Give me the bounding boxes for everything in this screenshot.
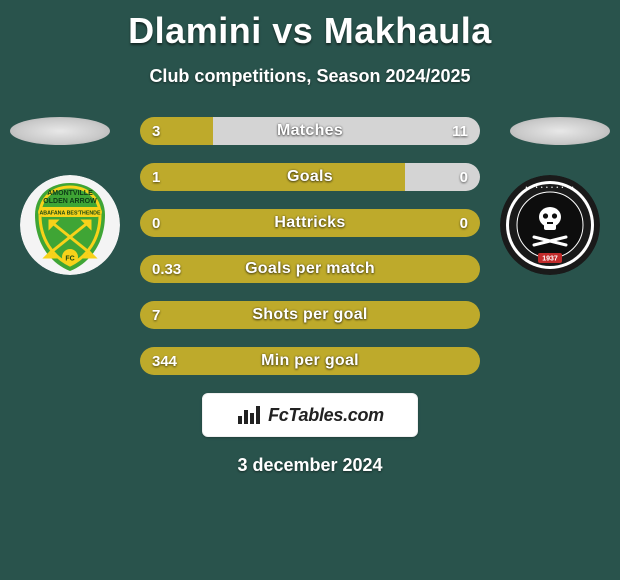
club-badge-left: AMONTVILLE OLDEN ARROW ABAFANA BES'THEND… [20,175,120,275]
stat-bar-track [140,163,480,191]
stat-seg-left [140,255,480,283]
stat-seg-left [140,209,480,237]
badge-text-top: AMONTVILLE [47,190,93,197]
stat-seg-left [140,163,405,191]
comparison-stage: AMONTVILLE OLDEN ARROW ABAFANA BES'THEND… [0,117,620,375]
stat-row: Min per goal344 [140,347,480,375]
stat-row: Shots per goal7 [140,301,480,329]
stat-bar-track [140,347,480,375]
stat-row: Matches311 [140,117,480,145]
club-badge-right: • • • • • • • • • • 1937 [500,175,600,275]
stat-seg-left [140,301,480,329]
stat-bar-track [140,301,480,329]
stat-seg-left [140,347,480,375]
brand-card: FcTables.com [202,393,418,437]
stat-bars: Matches311 Goals10 Hattricks00 Goals per ma… [140,117,480,375]
brand-bars-icon [236,404,262,426]
page-title: Dlamini vs Makhaula [0,0,620,52]
date-text: 3 december 2024 [0,455,620,476]
stat-seg-right [405,163,480,191]
badge-ribbon: ABAFANA BES'THENDE [39,211,101,217]
stat-bar-track [140,209,480,237]
badge-fc: FC [65,256,74,263]
stat-bar-track [140,255,480,283]
stat-row: Hattricks00 [140,209,480,237]
stat-bar-track [140,117,480,145]
badge-text-mid: OLDEN ARROW [43,198,97,205]
brand-text: FcTables.com [268,405,384,426]
stat-seg-left [140,117,213,145]
badge-ring-text: • • • • • • • • • • [525,185,574,191]
stat-seg-right [213,117,480,145]
badge-year: 1937 [542,256,558,263]
player-shadow-left [10,117,110,145]
stat-row: Goals per match0.33 [140,255,480,283]
stat-row: Goals10 [140,163,480,191]
player-shadow-right [510,117,610,145]
subtitle: Club competitions, Season 2024/2025 [0,66,620,87]
